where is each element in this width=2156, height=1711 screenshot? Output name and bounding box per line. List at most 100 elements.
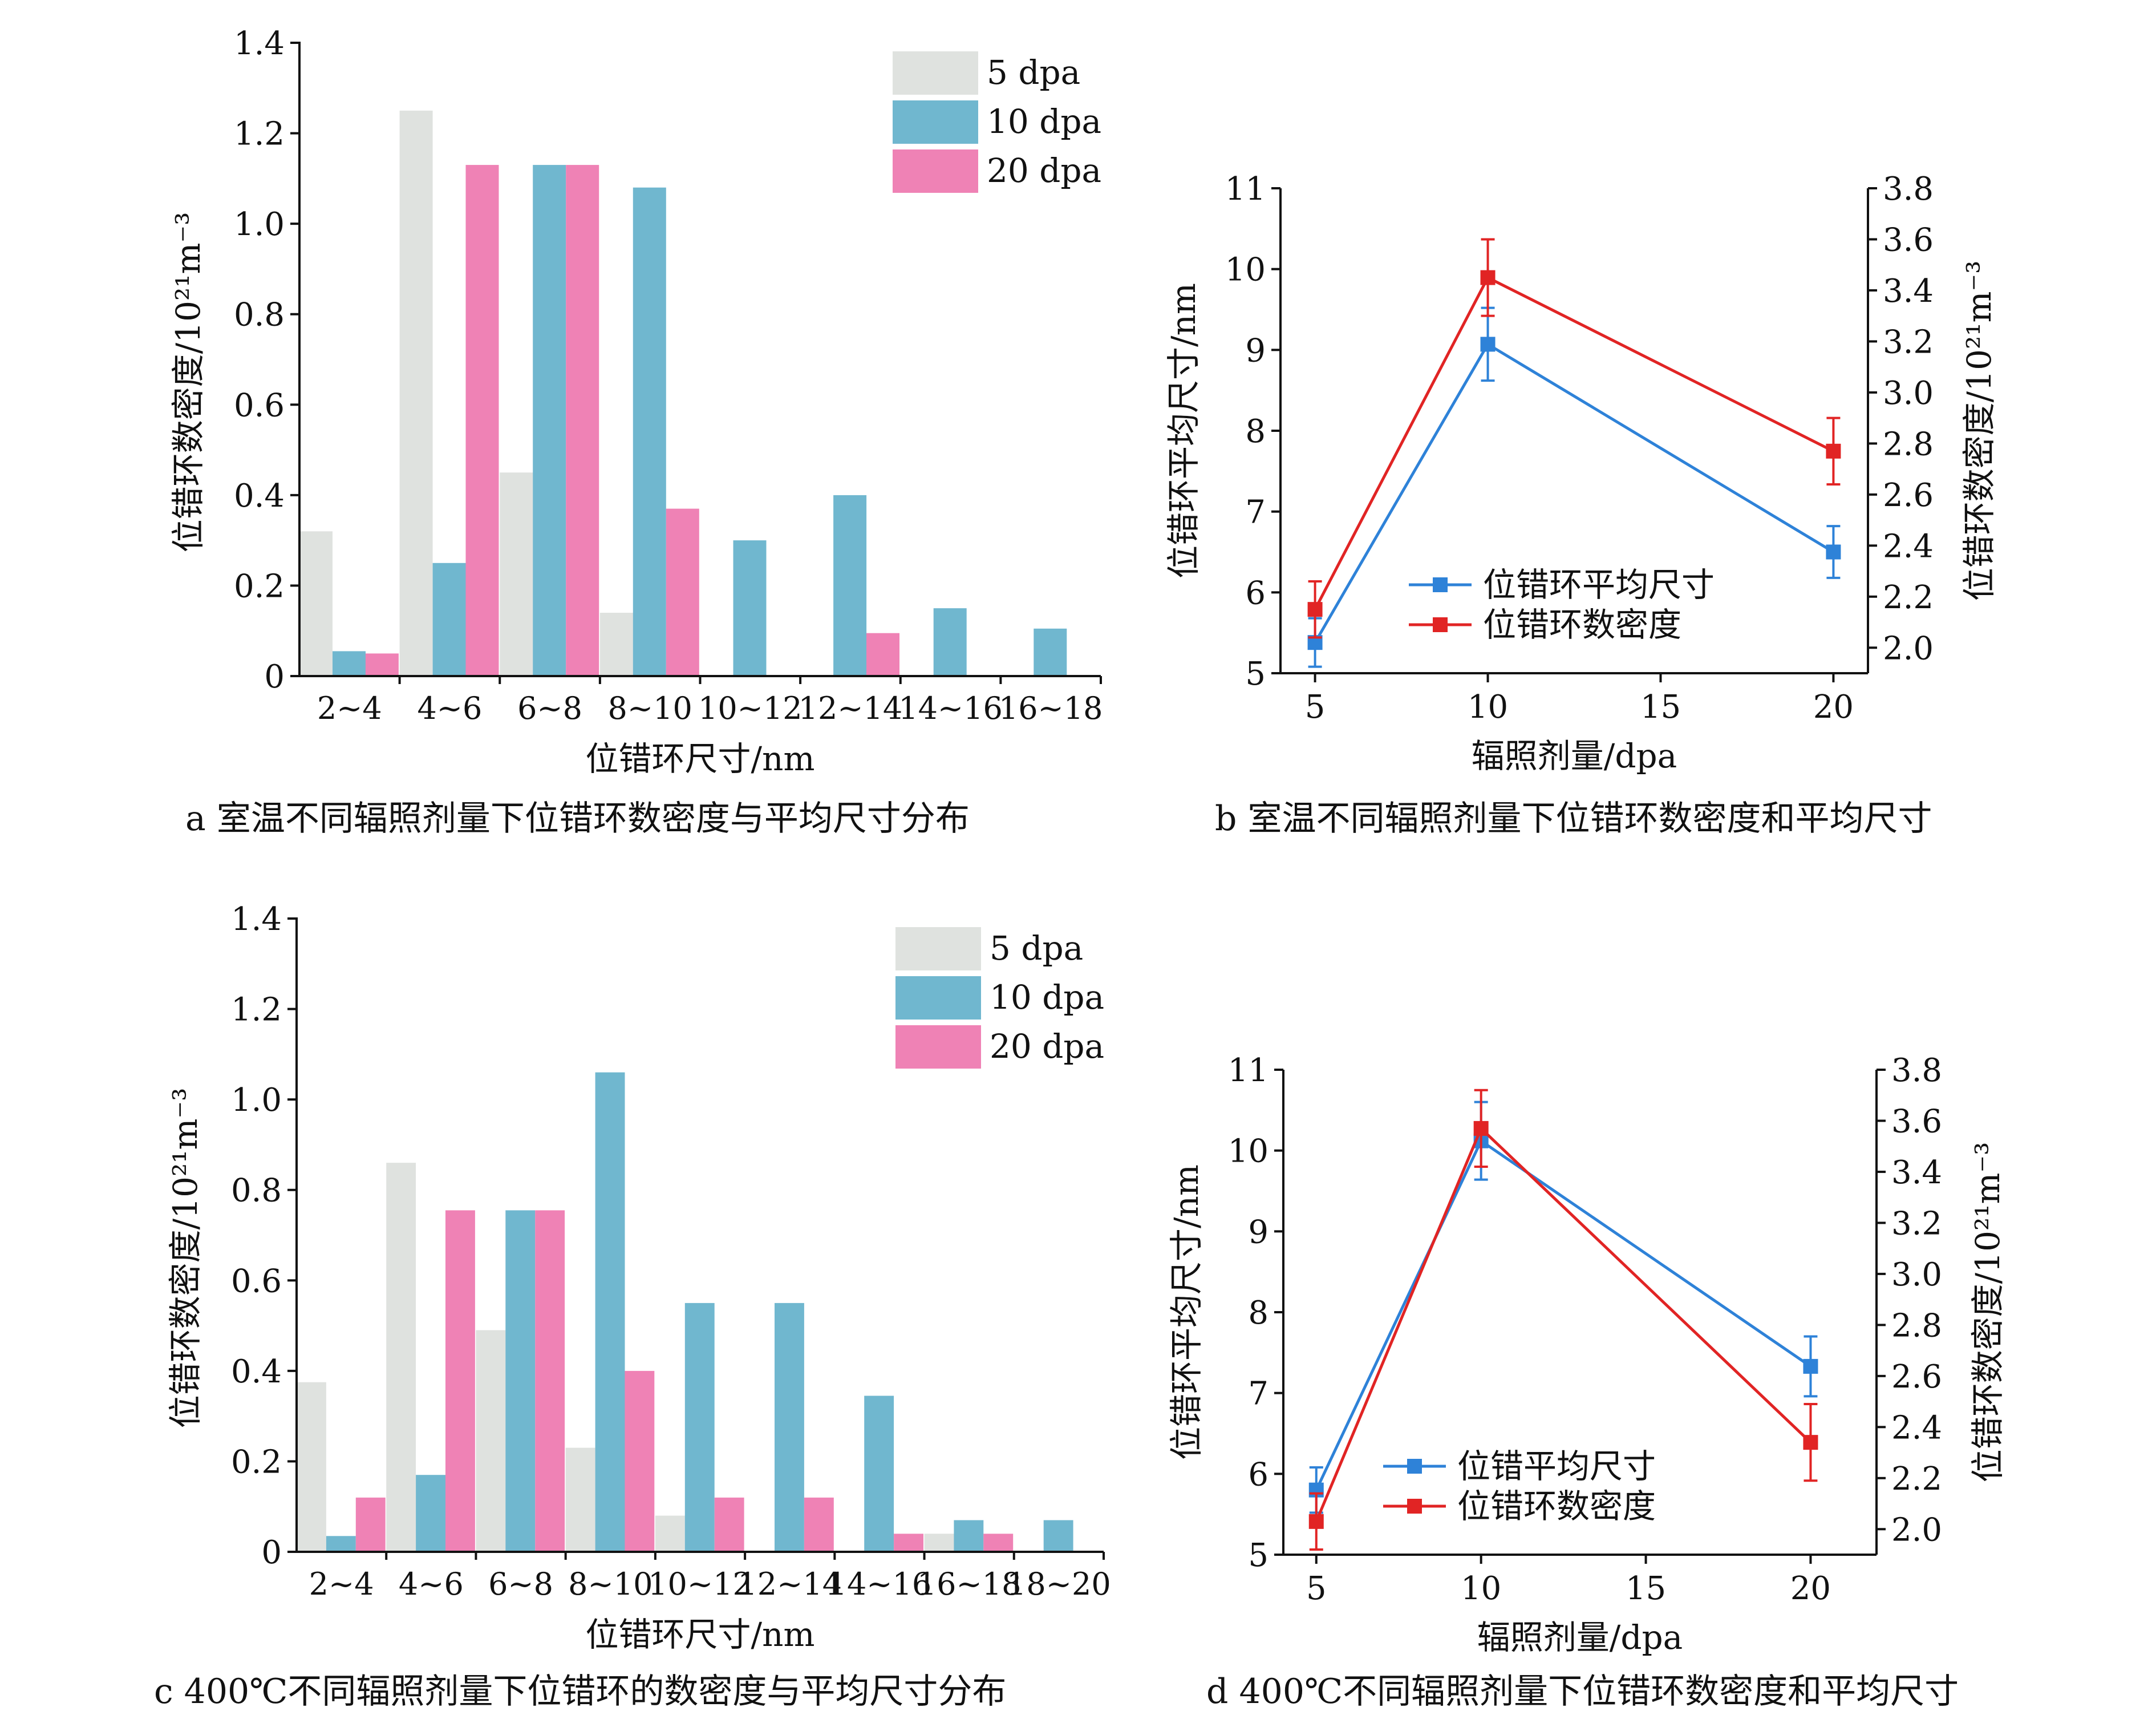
series-line-0 — [1315, 1138, 1811, 1491]
bar-a-s1-c5 — [833, 495, 867, 676]
y-tick-label: 1.2 — [234, 116, 285, 153]
bar-c-s0-c1 — [386, 1163, 416, 1552]
legend-marker — [1433, 577, 1448, 592]
legend-label: 位错环平均尺寸 — [1483, 565, 1715, 604]
y-tick-label-right: 3.4 — [1883, 273, 1934, 310]
y-tick-label: 0.2 — [231, 1443, 282, 1481]
legend-swatch — [895, 927, 981, 970]
bar-c-s2-c7 — [983, 1534, 1014, 1552]
y-tick-label-right: 3.6 — [1883, 221, 1934, 258]
bar-a-s0-c2 — [500, 472, 533, 676]
x-axis-title: 位错环尺寸/nm — [586, 739, 815, 778]
data-point — [1826, 544, 1841, 560]
legend-label: 10 dpa — [987, 102, 1101, 141]
bar-c-s1-c5 — [775, 1303, 804, 1552]
y-tick-label-left: 11 — [1225, 171, 1266, 208]
bar-c-s2-c0 — [355, 1497, 386, 1552]
series-line-1 — [1314, 276, 1834, 610]
figure-caption: c 400℃不同辐照剂量下位错环的数密度与平均尺寸分布 — [154, 1672, 1006, 1711]
bar-a-s2-c2 — [566, 165, 599, 677]
bar-a-s2-c1 — [465, 165, 499, 677]
bar-c-s1-c2 — [505, 1210, 536, 1552]
y-tick-label-right: 2.6 — [1891, 1358, 1942, 1396]
bar-a-s1-c1 — [432, 563, 466, 676]
bar-a-s1-c7 — [1034, 628, 1067, 677]
bar-a-s2-c0 — [365, 653, 399, 676]
x-tick-label: 6~8 — [488, 1566, 553, 1602]
bar-c-s1-c7 — [954, 1520, 984, 1552]
y-tick-label-left: 10 — [1225, 252, 1266, 289]
x-tick-label: 8~10 — [568, 1566, 653, 1602]
x-tick-label: 16~18 — [917, 1566, 1022, 1602]
bar-a-s2-c5 — [866, 633, 899, 676]
y-tick-label: 1.2 — [231, 992, 282, 1029]
y-tick-label-left: 5 — [1248, 1537, 1269, 1574]
y-tick-label-left: 10 — [1228, 1133, 1269, 1170]
legend-label: 5 dpa — [990, 929, 1083, 968]
bar-a-s1-c2 — [533, 165, 566, 677]
y-tick-label: 0.6 — [234, 387, 285, 424]
data-point — [1308, 1514, 1324, 1529]
bar-c-s2-c2 — [535, 1210, 565, 1552]
y-tick-label-left: 7 — [1248, 1376, 1269, 1413]
x-tick-label: 5 — [1305, 689, 1326, 726]
y-tick-label-right: 2.4 — [1883, 528, 1934, 565]
x-tick-label: 5 — [1306, 1570, 1327, 1607]
bar-c-s1-c0 — [326, 1536, 356, 1552]
bar-a-s0-c0 — [299, 531, 333, 676]
y-tick-label-right: 2.0 — [1883, 630, 1934, 667]
figure-caption: b 室温不同辐照剂量下位错环数密度和平均尺寸 — [1215, 799, 1932, 839]
data-point — [1307, 602, 1323, 617]
y-axis-title: 位错环数密度/10²¹m⁻³ — [169, 212, 208, 553]
line-chart-b: 5 6 7 8 9 10 11 2.0 2.2 2.4 2.6 2.8 3.0 3.2 3.4 3.6 3.8 5… — [1164, 171, 1999, 839]
y-tick-label-left: 5 — [1245, 656, 1266, 693]
bar-c-s2-c5 — [804, 1497, 834, 1552]
x-tick-label: 12~14 — [737, 1566, 842, 1602]
line-chart-d: 5 6 7 8 9 10 11 2.0 2.2 2.4 2.6 2.8 3.0 3.2 3.4 3.6 3.8 5… — [1167, 1052, 2007, 1711]
legend-swatch — [895, 1025, 981, 1069]
y-axis-title: 位错环数密度/10²¹m⁻³ — [166, 1088, 205, 1429]
bar-a-s1-c6 — [933, 608, 967, 676]
y-tick-label-right: 3.2 — [1891, 1205, 1942, 1242]
y-tick-label: 1.0 — [231, 1082, 282, 1119]
bar-c-s1-c8 — [1043, 1520, 1073, 1552]
y-tick-label: 0 — [261, 1534, 282, 1571]
bar-a-s1-c0 — [333, 651, 366, 676]
x-tick-label: 4~6 — [399, 1566, 464, 1602]
y-tick-label-left: 9 — [1248, 1214, 1269, 1251]
bar-a-s1-c4 — [733, 540, 767, 676]
bar-c-s2-c1 — [445, 1210, 475, 1552]
y-axis-title-left: 位错环平均尺寸/nm — [1164, 283, 1203, 579]
y-tick-label: 0.4 — [234, 478, 285, 515]
bar-a-s0-c1 — [399, 110, 433, 676]
y-tick-label: 0.6 — [231, 1263, 282, 1300]
x-tick-label: 15 — [1640, 689, 1681, 726]
x-tick-label: 14~16 — [828, 1566, 932, 1602]
y-tick-label-right: 3.0 — [1891, 1256, 1942, 1293]
bar-c-s2-c3 — [625, 1370, 655, 1552]
x-tick-label: 10 — [1461, 1570, 1501, 1607]
y-axis-title-right: 位错环数密度/10²¹m⁻³ — [1960, 261, 1999, 601]
bar-c-s0-c4 — [655, 1515, 685, 1552]
legend-swatch — [893, 51, 978, 95]
figure-caption: d 400℃不同辐照剂量下位错环数密度和平均尺寸 — [1206, 1672, 1959, 1711]
legend-swatch — [893, 149, 978, 193]
data-point — [1803, 1358, 1818, 1374]
x-tick-label: 8~10 — [608, 690, 692, 726]
y-tick-label-right: 2.0 — [1891, 1511, 1942, 1548]
y-tick-label-left: 7 — [1245, 494, 1266, 531]
legend-swatch — [895, 976, 981, 1020]
y-tick-label-left: 8 — [1248, 1295, 1269, 1332]
x-tick-label: 2~4 — [309, 1566, 374, 1602]
data-point — [1473, 1121, 1489, 1136]
data-point — [1826, 443, 1841, 459]
y-tick-label: 0.4 — [231, 1353, 282, 1390]
bar-chart-c: 0 0.2 0.4 0.6 0.8 1.0 1.2 1.4 2~4 4~6 6~8 8~1010~12… — [154, 901, 1111, 1711]
data-point — [1803, 1435, 1818, 1450]
legend-marker — [1407, 1499, 1422, 1514]
y-tick-label-right: 2.8 — [1883, 426, 1934, 463]
y-tick-label: 0.8 — [234, 297, 285, 334]
y-tick-label: 1.4 — [234, 25, 285, 62]
legend-marker — [1407, 1459, 1422, 1474]
